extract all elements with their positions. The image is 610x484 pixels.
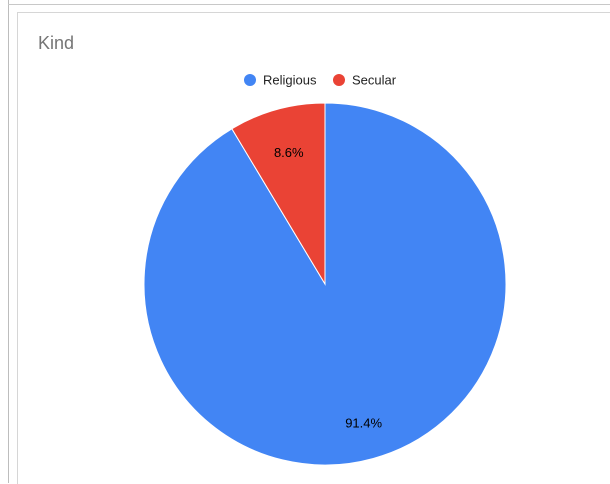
legend-marker-secular: [333, 74, 345, 86]
slice-label-religious: 91.4%: [345, 416, 382, 431]
chart-title: Kind: [38, 33, 75, 53]
slice-label-secular: 8.6%: [274, 145, 304, 160]
legend: Religious Secular: [244, 73, 397, 88]
chart-card: Kind Religious Secular 91.4% 8.6%: [17, 12, 610, 484]
pie-chart: Religious Secular 91.4% 8.6%: [143, 73, 507, 466]
slice-labels: 91.4% 8.6%: [274, 145, 383, 430]
pie-slice-secular[interactable]: [231, 102, 326, 286]
legend-marker-religious: [244, 74, 256, 86]
pie-slices: [143, 102, 507, 466]
legend-label-secular[interactable]: Secular: [352, 73, 397, 88]
top-border: [8, 4, 610, 5]
left-border: [0, 0, 9, 483]
legend-label-religious[interactable]: Religious: [263, 73, 317, 88]
